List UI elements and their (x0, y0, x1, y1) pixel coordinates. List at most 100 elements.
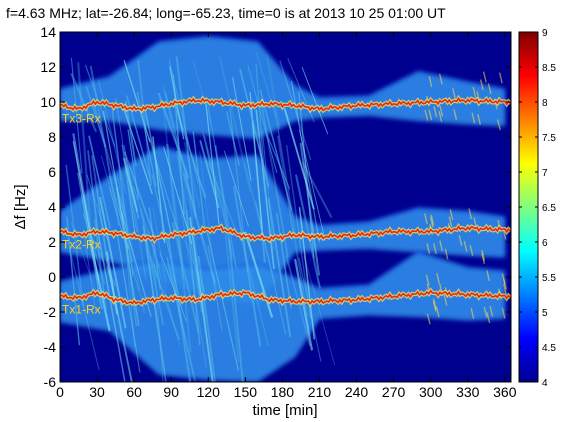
y-axis-ticks: -6 -4 -2 0 2 4 6 8 10 12 14 (40, 24, 511, 390)
echo-streak (124, 100, 137, 167)
echo-streak (469, 245, 474, 256)
echo-streak (207, 245, 223, 332)
x-tick-label: 330 (456, 384, 480, 400)
echo-streak (88, 231, 117, 286)
echo-streak (254, 200, 287, 335)
colorbar-tick-label: 4 (542, 378, 548, 389)
echo-streak (115, 98, 138, 233)
echo-streak (432, 298, 437, 310)
echo-streak (84, 64, 116, 147)
echo-streak (121, 197, 135, 347)
echo-streak (205, 146, 237, 267)
echo-streak (486, 312, 491, 324)
echo-streak (275, 212, 292, 309)
echo-streak (218, 56, 252, 193)
echo-streak (127, 129, 140, 200)
x-tick-label: 180 (271, 384, 295, 400)
echo-streak (425, 274, 430, 286)
echo-streak (192, 61, 212, 126)
x-tick-label: 210 (308, 384, 332, 400)
echo-streak (261, 130, 275, 250)
echo-streak (197, 255, 216, 382)
echo-streak (144, 112, 172, 234)
x-tick-label: 360 (493, 384, 517, 400)
echo-streak (204, 97, 220, 229)
echo-streak (449, 209, 454, 221)
echo-streak (88, 135, 111, 229)
echo-streak (458, 235, 463, 246)
echo-streak (214, 145, 233, 258)
echo-streak (426, 243, 431, 254)
echo-streak (232, 185, 262, 347)
echo-streak (137, 60, 153, 186)
y-tick-label: -2 (44, 304, 57, 320)
echo-streak (225, 111, 241, 166)
echo-streak (435, 306, 440, 318)
echo-streak (168, 59, 199, 184)
echo-streak (148, 207, 161, 290)
trace-label-Tx2-Rx: Tx2-Rx (62, 238, 101, 252)
echo-streak (301, 67, 329, 135)
echo-streak (123, 145, 147, 281)
echo-streak (439, 105, 444, 117)
diffuse-echo-bands (60, 35, 505, 382)
echo-streak (93, 104, 126, 218)
echo-streak (99, 196, 127, 329)
echo-streak (144, 235, 159, 329)
echo-streak (260, 101, 289, 257)
echo-streak (72, 140, 100, 281)
echo-streak (433, 243, 437, 255)
echo-streak (89, 240, 111, 332)
echo-streak (497, 119, 501, 131)
echo-streak (175, 56, 197, 218)
echo-streak (77, 172, 103, 309)
echo-streak (298, 257, 322, 362)
echo-streaks (65, 51, 507, 382)
echo-streak (267, 197, 292, 338)
echo-streak (183, 187, 210, 254)
echo-streak (192, 131, 206, 231)
echo-streak (77, 62, 92, 234)
echo-streak (123, 151, 155, 237)
echo-streak (481, 253, 486, 265)
echo-streak (453, 109, 458, 120)
echo-streak (207, 160, 236, 230)
echo-streak (438, 73, 443, 85)
echo-streak (439, 240, 443, 252)
colorbar-tick-label: 5.5 (542, 273, 556, 284)
echo-streak (203, 135, 229, 231)
echo-streak (479, 79, 484, 91)
colorbar-tick-label: 8 (542, 98, 548, 109)
echo-streak (436, 272, 440, 284)
echo-streak (147, 228, 181, 346)
echo-streak (438, 110, 443, 122)
echo-streak (89, 65, 120, 226)
echo-streak (298, 207, 316, 340)
echo-streak (298, 91, 315, 259)
echo-streak (105, 258, 133, 382)
echo-streak (430, 214, 435, 226)
y-tick-label: 6 (48, 164, 56, 180)
x-tick-label: 60 (126, 384, 142, 400)
echo-streak (486, 270, 490, 282)
echo-streak (123, 60, 151, 143)
echo-streak (232, 77, 252, 181)
trace-line-Tx3-Rx (60, 96, 511, 112)
y-tick-label: -4 (44, 339, 57, 355)
echo-streak (229, 107, 249, 273)
colorbar-tick-label: 6 (542, 238, 548, 249)
echo-streak (501, 307, 506, 319)
echo-streak (228, 239, 244, 382)
colorbar-tick-label: 7.5 (542, 133, 556, 144)
echo-streak (487, 83, 492, 95)
echo-streak (66, 216, 81, 346)
x-tick-label: 120 (197, 384, 221, 400)
x-tick-label: 0 (56, 384, 64, 400)
echo-streak (429, 216, 434, 228)
colorbar-tick-label: 9 (542, 28, 548, 39)
chart-title: f=4.63 MHz; lat=-26.84; long=-65.23, tim… (6, 5, 446, 21)
echo-streak (443, 294, 448, 306)
x-tick-label: 300 (419, 384, 443, 400)
echo-streak (426, 313, 431, 325)
